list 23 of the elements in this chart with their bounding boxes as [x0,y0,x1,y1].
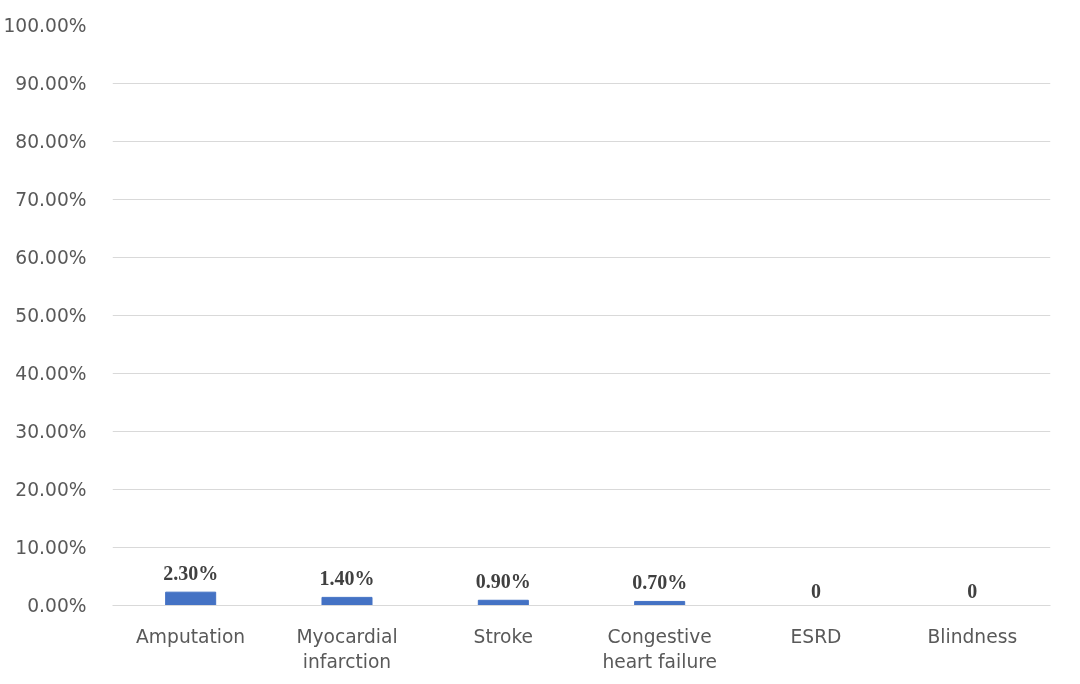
y-tick-label: 40.00% [15,363,87,384]
data-label: 0 [811,579,821,602]
x-tick-label: Myocardial infarction [296,625,398,672]
data-label: 0 [967,579,978,602]
y-tick-label: 0.00% [27,595,87,616]
data-label: 2.30% [163,562,219,585]
y-tick-label: 80.00% [15,131,87,152]
x-tick-label: Congestive heart failure [602,625,717,672]
data-label: 0.70% [632,571,688,594]
data-label: 0.90% [475,570,531,593]
data-label: 1.40% [319,567,375,590]
x-tick-label: Blindness [927,625,1018,647]
y-tick-label: 20.00% [15,479,87,500]
x-tick-label: ESRD [790,625,842,647]
x-tick-label: Stroke [473,625,534,647]
y-tick-label: 70.00% [15,189,87,210]
y-tick-label: 90.00% [15,73,87,94]
y-tick-label: 50.00% [15,305,87,326]
y-tick-label: 100.00% [3,15,87,36]
x-tick-label: Amputation [136,625,246,647]
y-tick-label: 60.00% [15,247,87,268]
y-tick-label: 10.00% [15,537,87,558]
y-tick-label: 30.00% [15,421,87,442]
